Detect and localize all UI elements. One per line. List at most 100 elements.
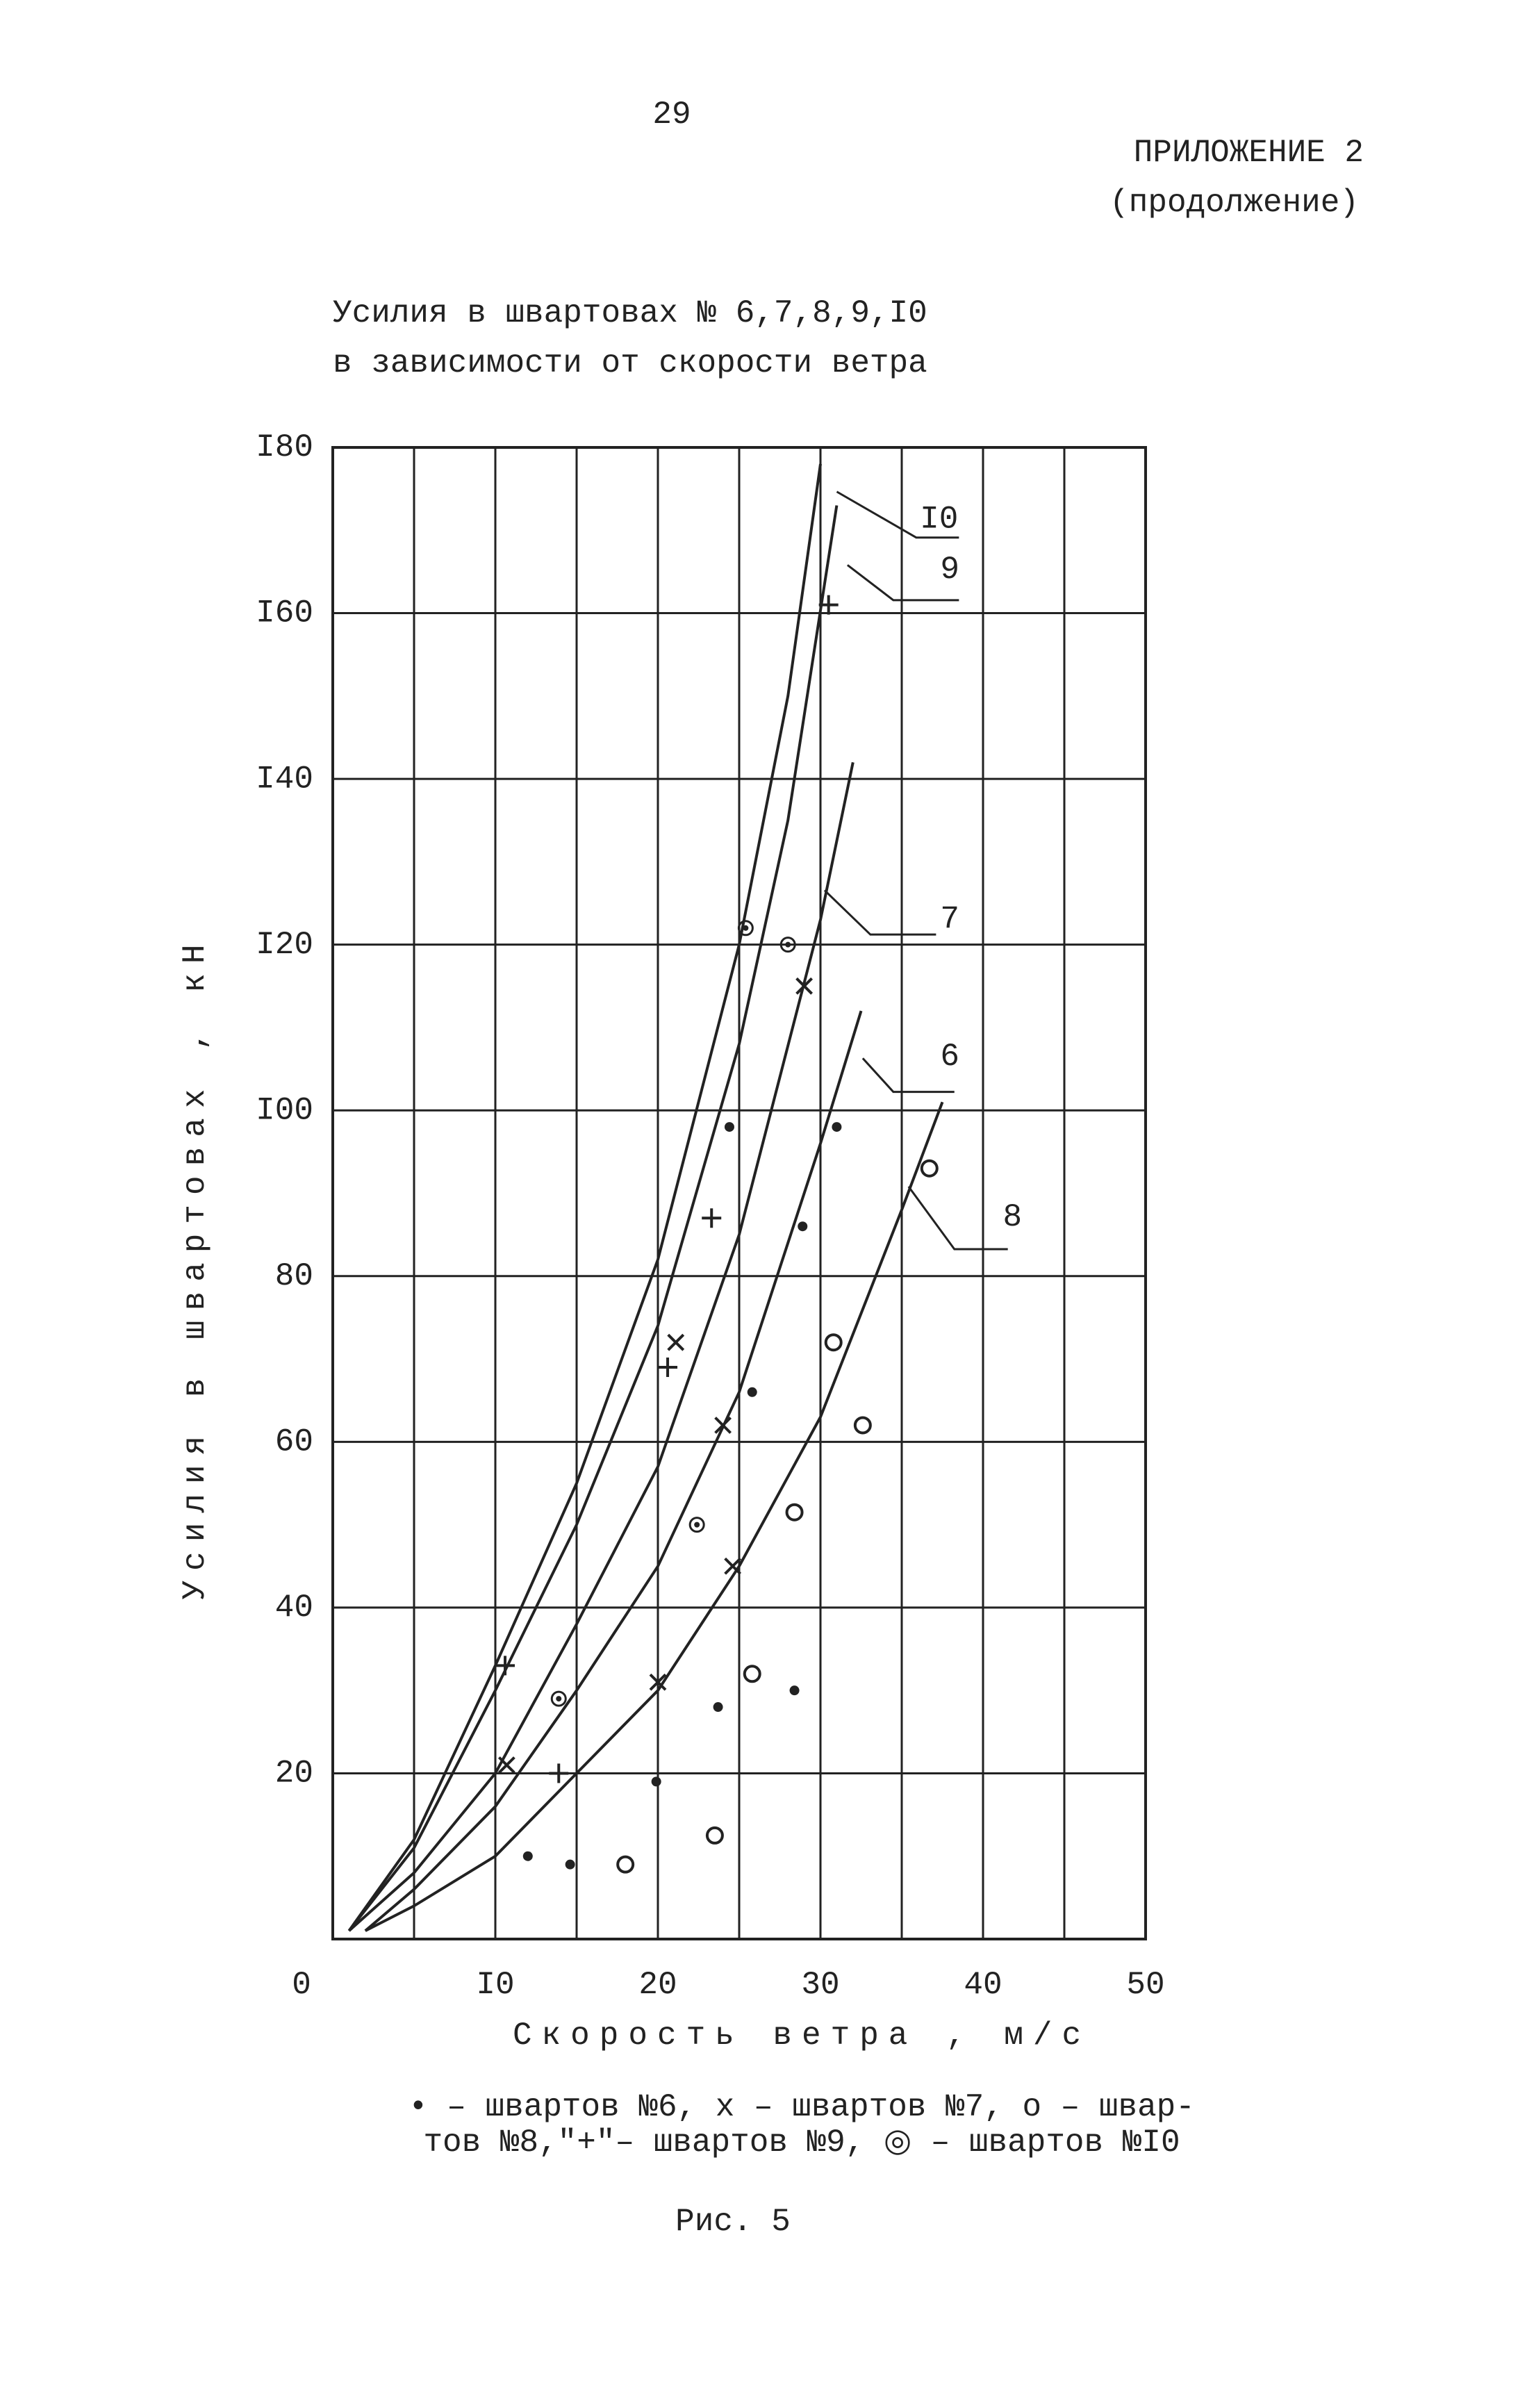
marker — [688, 1517, 705, 1533]
x-tick-label: 20 — [638, 1967, 677, 2003]
y-axis-label: Усилия в швартовах , кН — [177, 935, 213, 1600]
data-point — [702, 1208, 722, 1228]
x-tick-label: 40 — [964, 1967, 1002, 2003]
marker — [522, 1851, 533, 1861]
leader-line — [823, 889, 936, 936]
marker — [737, 920, 754, 937]
series-label: 6 — [940, 1039, 959, 1075]
data-point — [724, 1122, 734, 1132]
chart-title: в зависимости от скорости ветра — [333, 345, 927, 381]
marker — [724, 1122, 734, 1132]
series-line — [347, 463, 822, 1932]
leader-line — [836, 490, 959, 539]
series-line — [348, 761, 855, 1932]
marker — [565, 1859, 575, 1870]
marker — [694, 1522, 700, 1528]
y-tick-label: 60 — [275, 1424, 313, 1460]
marker — [798, 1221, 808, 1232]
data-point — [798, 1221, 808, 1232]
data-point — [616, 1855, 635, 1874]
data-point — [737, 920, 754, 937]
data-point — [789, 1685, 800, 1696]
marker — [667, 1333, 685, 1351]
x-tick-label: I0 — [476, 1967, 514, 2003]
marker — [550, 1690, 567, 1707]
data-point — [920, 1159, 939, 1178]
y-tick-label: 20 — [275, 1756, 313, 1792]
leader-line — [907, 1185, 1008, 1251]
series-label: 8 — [1002, 1199, 1022, 1235]
marker — [747, 1387, 757, 1397]
y-tick-label: I80 — [256, 429, 313, 465]
y-tick-label: 80 — [275, 1258, 313, 1294]
chart-title: Усилия в швартовах № 6,7,8,9,I0 — [333, 295, 927, 331]
marker — [705, 1826, 724, 1845]
data-point — [565, 1859, 575, 1870]
legend-text: тов №8,"+"– швартов №9, ◎ – швартов №I0 — [423, 2125, 1180, 2161]
x-axis-label: Скорость ветра , м/с — [513, 2018, 1091, 2054]
marker — [920, 1159, 939, 1178]
data-point — [705, 1826, 724, 1845]
marker — [497, 1756, 515, 1774]
marker — [743, 1665, 761, 1683]
y-tick-label: I40 — [256, 761, 313, 797]
marker — [743, 925, 749, 931]
data-point — [522, 1851, 533, 1861]
data-point — [743, 1665, 761, 1683]
marker — [795, 977, 814, 995]
data-point — [495, 1656, 515, 1676]
marker — [824, 1333, 843, 1352]
caption: Рис. 5 — [675, 2204, 791, 2240]
page-number: 29 — [652, 97, 691, 133]
marker — [785, 1503, 804, 1522]
data-point — [658, 1357, 678, 1377]
data-point — [714, 1417, 732, 1434]
series-label: 7 — [940, 901, 959, 937]
marker — [789, 1685, 800, 1696]
data-point — [779, 937, 796, 953]
data-point — [497, 1756, 515, 1774]
marker — [724, 1557, 742, 1575]
appendix: ПРИЛОЖЕНИЕ 2 — [1134, 135, 1364, 171]
marker — [651, 1776, 661, 1787]
marker — [832, 1122, 842, 1132]
appendix-note: (продолжение) — [1109, 185, 1359, 221]
x-tick-label: 50 — [1126, 1967, 1164, 2003]
leader-line — [846, 564, 959, 602]
x-tick-label: 30 — [801, 1967, 839, 2003]
series-line — [364, 1101, 944, 1932]
data-point — [550, 1690, 567, 1707]
leader-line — [861, 1057, 955, 1094]
data-point — [667, 1333, 685, 1351]
series-label: 9 — [940, 552, 959, 588]
data-point — [724, 1557, 742, 1575]
legend-text: • – швартов №6, х – швартов №7, о – швар… — [408, 2089, 1195, 2125]
data-point — [549, 1763, 569, 1783]
series-line — [364, 1010, 863, 1932]
x-tick-label: 0 — [292, 1967, 311, 2003]
series-label: I0 — [920, 501, 958, 537]
data-point — [853, 1416, 872, 1435]
marker — [556, 1696, 562, 1702]
y-tick-label: I60 — [256, 595, 313, 632]
series-line — [347, 505, 839, 1932]
marker — [713, 1702, 723, 1713]
marker — [853, 1416, 872, 1435]
data-point — [785, 1503, 804, 1522]
data-point — [651, 1776, 661, 1787]
data-point — [649, 1673, 667, 1691]
data-point — [747, 1387, 757, 1397]
marker — [785, 941, 791, 948]
marker — [649, 1673, 667, 1691]
data-point — [713, 1702, 723, 1713]
marker — [779, 937, 796, 953]
y-tick-label: I00 — [256, 1092, 313, 1128]
data-point — [832, 1122, 842, 1132]
data-point — [688, 1517, 705, 1533]
y-tick-label: 40 — [275, 1590, 313, 1626]
marker — [616, 1855, 635, 1874]
y-tick-label: I20 — [256, 927, 313, 963]
data-point — [795, 977, 814, 995]
